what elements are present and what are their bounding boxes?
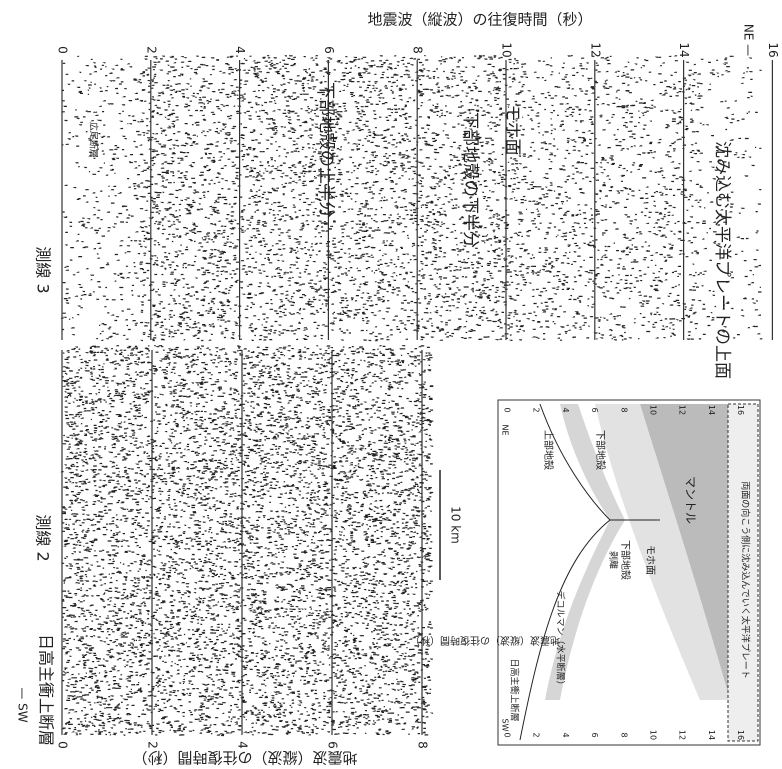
inset-top-tick: 6 bbox=[590, 407, 599, 412]
inset-label: 両面の向こう側に沈み込んでいく太平洋プレート bbox=[740, 481, 752, 679]
inset-top-tick: 0 bbox=[503, 407, 512, 412]
inset-bottom-tick: 8 bbox=[619, 732, 628, 737]
inset-bottom-tick: 4 bbox=[561, 732, 570, 737]
plate bbox=[727, 403, 759, 742]
upper-title: 測線 3 bbox=[34, 246, 53, 293]
lower-title: 測線 2 bbox=[34, 514, 53, 561]
lower-tick-label: 8 bbox=[416, 741, 430, 749]
inset-label: 下部地殻 bbox=[594, 430, 607, 470]
inset-axis-label: 地震波（縦波）の往復時間（秒） bbox=[410, 634, 560, 647]
inset-top-tick: 14 bbox=[707, 405, 716, 415]
inset-bottom-tick: 6 bbox=[590, 732, 599, 737]
inset-label: マントル bbox=[684, 476, 698, 524]
inset-diagram bbox=[497, 399, 761, 746]
upper-tick-label: 0 bbox=[56, 46, 70, 54]
upper-tick-label: 12 bbox=[588, 42, 602, 57]
inset-bottom-tick: 16 bbox=[736, 730, 745, 740]
inset-top-tick: 12 bbox=[678, 405, 687, 415]
hidaka-fault: 日高主衝上断層 bbox=[37, 634, 56, 746]
inset-top-tick: 16 bbox=[736, 405, 745, 415]
lower-axis-label: 地震波（縦波）の往復時間（秒） bbox=[132, 749, 357, 767]
seismic-noise bbox=[60, 55, 763, 737]
upper-tick-label: 14 bbox=[677, 42, 691, 57]
inset-label: 下部地殻 bbox=[619, 540, 632, 580]
lower-crust-band bbox=[545, 404, 625, 700]
inset-top-tick: 4 bbox=[561, 407, 570, 412]
upper-tick-label: 16 bbox=[766, 42, 780, 57]
inset-bottom-tick: 14 bbox=[707, 730, 716, 740]
seismic-dots bbox=[60, 55, 763, 737]
upper-tick-label: 8 bbox=[411, 46, 425, 54]
hiroo-fault: 広尾断層 bbox=[88, 122, 100, 158]
lower-tick-label: 6 bbox=[326, 741, 340, 749]
inset-bottom-tick: 2 bbox=[532, 732, 541, 737]
upper-tick-label: 10 bbox=[500, 42, 514, 57]
annotation: モホ面 bbox=[502, 105, 522, 156]
inset-sw: SW bbox=[501, 719, 510, 732]
upper-direction: NE — bbox=[742, 24, 756, 56]
upper-tick-label: 2 bbox=[144, 46, 158, 54]
inset-label: モホ面 bbox=[644, 545, 656, 575]
inset-label: デコルマン（水平断層） bbox=[555, 590, 567, 689]
upper-axis-label: 地震波（縦波）の往復時間（秒） bbox=[367, 11, 592, 29]
inset-top-tick: 2 bbox=[532, 407, 541, 412]
inset-label: 日高主衝上断層 bbox=[509, 658, 521, 721]
inset-top-tick: 8 bbox=[619, 407, 628, 412]
inset-bottom-tick: 0 bbox=[503, 732, 512, 737]
annotation: 下部地殻の下半分 bbox=[460, 112, 480, 248]
inset-bottom-tick: 12 bbox=[678, 730, 687, 740]
lower-tick-label: 0 bbox=[56, 741, 70, 749]
inset-label: 上部地殻 bbox=[542, 430, 555, 470]
inset-ne: NE bbox=[501, 424, 510, 435]
inset-label: 剥離 bbox=[608, 551, 620, 569]
upper-tick-label: 6 bbox=[322, 46, 336, 54]
scale-label: 10 km bbox=[449, 506, 463, 544]
fault-line bbox=[539, 403, 660, 521]
annotation: 下部地殻の上半分 bbox=[316, 82, 336, 218]
lower-tick-label: 2 bbox=[146, 741, 160, 749]
annotation: 沈み込む太平洋プレートの上面 bbox=[712, 141, 732, 379]
lower-direction: — SW bbox=[16, 687, 30, 722]
lower-tick-label: 4 bbox=[236, 741, 250, 749]
inset-top-tick: 10 bbox=[649, 405, 658, 415]
inset-bottom-tick: 10 bbox=[649, 730, 658, 740]
decollement bbox=[519, 519, 611, 741]
upper-tick-label: 4 bbox=[233, 46, 247, 54]
mantle bbox=[640, 404, 730, 700]
lower-crust bbox=[595, 404, 730, 700]
